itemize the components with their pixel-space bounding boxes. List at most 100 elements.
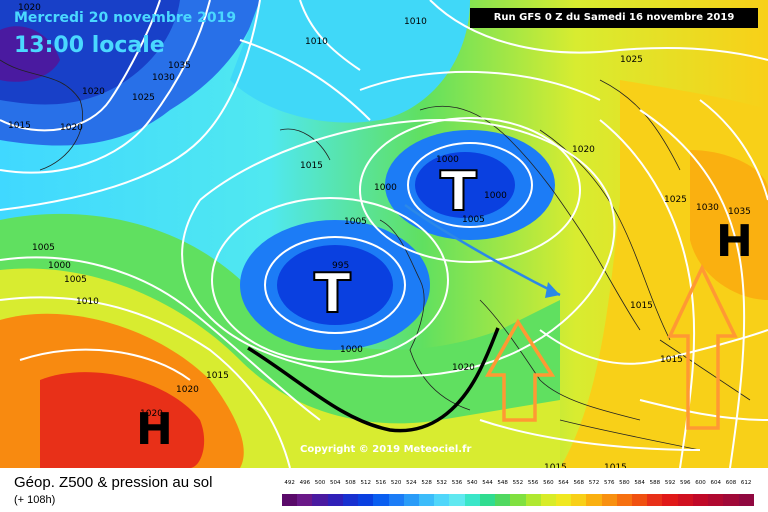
- scale-swatch: [677, 494, 693, 506]
- isobar-label: 1015: [660, 355, 683, 365]
- scale-label: 552: [512, 480, 524, 486]
- scale-cell: 512: [358, 480, 374, 506]
- scale-swatch: [434, 494, 450, 506]
- scale-cell: 548: [495, 480, 511, 506]
- model-run-info: Run GFS 0 Z du Samedi 16 novembre 2019: [470, 8, 758, 28]
- cold-front: [247, 327, 500, 433]
- scale-cell: 612: [738, 480, 754, 506]
- scale-swatch: [647, 494, 663, 506]
- isobar-label: 1030: [696, 203, 719, 213]
- isobar-label: 1025: [132, 93, 155, 103]
- footer: Géop. Z500 & pression au sol (+ 108h) 49…: [0, 468, 768, 512]
- footer-subtitle: (+ 108h): [14, 494, 56, 506]
- scale-swatch: [342, 494, 359, 506]
- scale-swatch: [708, 494, 724, 506]
- scale-label: 516: [375, 480, 387, 486]
- footer-title: Géop. Z500 & pression au sol: [14, 474, 213, 491]
- scale-label: 540: [466, 480, 478, 486]
- scale-cell: 492: [282, 480, 298, 506]
- scale-label: 596: [680, 480, 691, 486]
- scale-label: 504: [330, 480, 341, 486]
- scale-label: 544: [482, 480, 493, 486]
- scale-label: 508: [345, 480, 356, 486]
- scale-swatch: [479, 494, 496, 506]
- scale-cell: 540: [464, 480, 480, 506]
- scale-label: 532: [436, 480, 448, 486]
- isobar-label: 1010: [305, 37, 328, 47]
- scale-cell: 532: [434, 480, 450, 506]
- low-pressure-north: T: [440, 160, 477, 223]
- copyright: Copyright © 2019 Meteociel.fr: [300, 444, 472, 455]
- scale-swatch: [540, 494, 556, 506]
- isobar-label: 1020: [60, 123, 83, 133]
- scale-cell: 556: [525, 480, 541, 506]
- scale-cell: 560: [540, 480, 556, 506]
- isobar-label: 1005: [64, 275, 87, 285]
- scale-cell: 500: [312, 480, 328, 506]
- isobar-label: 1015: [544, 463, 567, 468]
- scale-label: 500: [314, 480, 326, 486]
- scale-swatch: [373, 494, 389, 506]
- scale-label: 548: [497, 480, 508, 486]
- scale-cell: 528: [418, 480, 435, 506]
- isobar-label: 1020: [82, 87, 105, 97]
- scale-cell: 576: [601, 480, 617, 506]
- scale-swatch: [297, 494, 313, 506]
- scale-label: 524: [406, 480, 417, 486]
- scale-cell: 552: [510, 480, 526, 506]
- color-scale: 492 496 500 504 508 512 516 520 524 528 532 536 540 5…: [282, 480, 754, 506]
- scale-swatch: [418, 494, 435, 506]
- isobar-label: 1020: [18, 3, 41, 13]
- isobar-label: 1020: [572, 145, 595, 155]
- scale-cell: 580: [616, 480, 633, 506]
- isobar-label: 1000: [48, 261, 71, 271]
- scale-swatch: [601, 494, 617, 506]
- isobar-label: 1020: [140, 409, 163, 419]
- low-pressure-west: T: [314, 262, 351, 325]
- low-west-inner: [277, 245, 393, 325]
- scale-swatch: [632, 494, 648, 506]
- scale-label: 556: [527, 480, 539, 486]
- high-pressure-east: H: [716, 216, 753, 267]
- scale-swatch: [403, 494, 419, 506]
- cyan-band-north: [230, 0, 470, 123]
- scale-cell: 520: [388, 480, 404, 506]
- isobar-label: 1000: [340, 345, 363, 355]
- scale-cell: 584: [632, 480, 648, 506]
- scale-cell: 508: [342, 480, 359, 506]
- scale-swatch: [327, 494, 343, 506]
- scale-swatch: [495, 494, 511, 506]
- scale-cell: 504: [327, 480, 343, 506]
- scale-label: 584: [634, 480, 645, 486]
- isobar-label: 1015: [300, 161, 323, 171]
- isobar-label: 1005: [462, 215, 485, 225]
- scale-label: 564: [558, 480, 569, 486]
- scale-label: 512: [360, 480, 371, 486]
- scale-swatch: [449, 494, 465, 506]
- scale-swatch: [586, 494, 602, 506]
- scale-label: 600: [695, 480, 706, 486]
- scale-swatch: [358, 494, 374, 506]
- scale-swatch: [616, 494, 633, 506]
- scale-cell: 588: [647, 480, 663, 506]
- geopotential-map: 1020 1035 1030 1025 1020 1015 1020 1010 …: [0, 0, 768, 468]
- scale-swatch: [662, 494, 678, 506]
- high-pressure-southwest: H: [136, 404, 173, 455]
- scale-cell: 596: [677, 480, 693, 506]
- scale-cell: 524: [403, 480, 419, 506]
- isobar-labels: 1020 1035 1030 1025 1020 1015 1020 1010 …: [8, 3, 751, 468]
- scale-label: 568: [573, 480, 585, 486]
- scale-cell: 568: [571, 480, 587, 506]
- isobar-label: 1000: [436, 155, 459, 165]
- scale-swatch: [282, 494, 298, 506]
- scale-swatch: [510, 494, 526, 506]
- isobar-label: 1020: [176, 385, 199, 395]
- forecast-date: Mercredi 20 novembre 2019: [14, 10, 237, 26]
- hot-core-southwest: [40, 372, 205, 468]
- scale-cell: 496: [297, 480, 313, 506]
- isobars: [0, 0, 768, 468]
- scale-cell: 592: [662, 480, 678, 506]
- isobar-label: 1035: [728, 207, 751, 217]
- isobar-label: 1020: [452, 363, 475, 373]
- isobar-label: 995: [332, 261, 349, 271]
